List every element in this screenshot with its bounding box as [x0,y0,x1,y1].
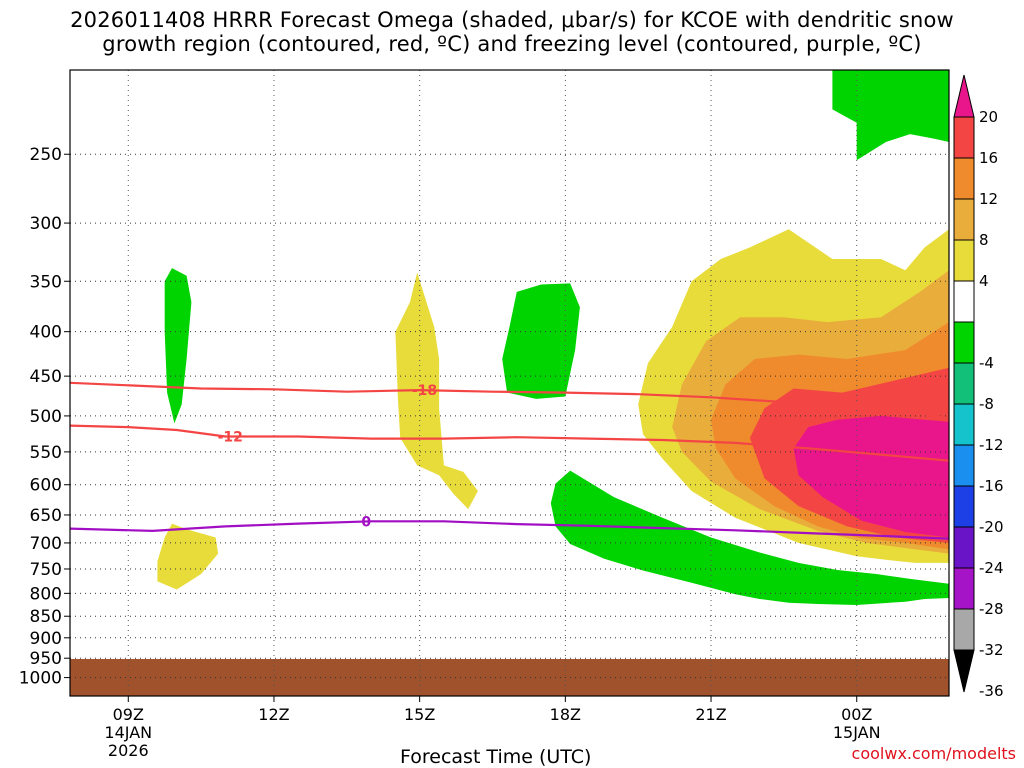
x-tick-label-09Z: 09Z [113,705,144,724]
colorbar: 20 16 12 8 4 -4 -8 -12 -16 -20 -24 -28 -32 -36 [953,74,1004,700]
y-tick-label-750: 750 [30,560,62,580]
colorbar-segment--16--12 [953,403,975,446]
terrain-below-ground [70,659,949,696]
chart-title-line-2: growth region (contoured, red, ºC) and f… [102,32,922,56]
colorbar-label--8: -8 [979,395,994,413]
contour-dendritic-minus12 [70,424,949,462]
y-tick-label-400: 400 [30,323,62,343]
colorbar-segment-16-20 [953,116,975,159]
x-tick-label-15Z: 15Z [404,705,435,724]
x-tick-sublabel-14JAN: 14JAN [104,723,152,742]
y-tick-label-300: 300 [30,214,62,234]
x-axis-label: Forecast Time (UTC) [400,746,592,768]
contour-lines: -18 -12 0 [70,381,949,540]
colorbar-label-20: 20 [979,108,998,126]
colorbar-segment--32--28 [953,567,975,610]
colorbar-segment--4-4 [953,280,975,323]
colorbar-label--32: -32 [979,641,1004,659]
colorbar-segment-4-8 [953,239,975,282]
colorbar-segment--24--20 [953,485,975,528]
omega-region-ascent-core-20 [793,415,949,538]
omega-region-descent-0935Z-column [164,268,192,424]
colorbar-segment--8--4 [953,321,975,364]
colorbar-label-12: 12 [979,190,998,208]
colorbar-segment--12--8 [953,362,975,405]
colorbar-segment-8-12 [953,198,975,241]
omega-region-descent-1730Z-blob [502,283,580,399]
x-tick-sublabel-2026: 2026 [108,741,149,760]
y-tick-label-850: 850 [30,607,62,627]
colorbar-segment--28--24 [953,526,975,569]
x-tick-label-21Z: 21Z [695,705,726,724]
x-tick-sublabel-15JAN: 15JAN [833,723,881,742]
colorbar-label--4: -4 [979,354,994,372]
colorbar-triangle-bottom [953,649,975,693]
chart-title-line-1: 2026011408 HRRR Forecast Omega (shaded, … [70,8,954,32]
colorbar-label-4: 4 [979,272,989,290]
y-tick-label-250: 250 [30,145,62,165]
colorbar-label--24: -24 [979,559,1004,577]
y-tick-label-800: 800 [30,584,62,604]
credit-link[interactable]: coolwx.com/modelts [851,744,1016,763]
colorbar-label--12: -12 [979,436,1004,454]
plot-area [70,70,949,696]
omega-region-descent-top-right [832,70,949,161]
colorbar-segment-12-16 [953,157,975,200]
y-tick-label-700: 700 [30,534,62,554]
contour-label-freezing-level-0: 0 [361,514,371,530]
y-tick-label-350: 350 [30,272,62,292]
y-tick-label-450: 450 [30,367,62,387]
contour-label-dendritic-minus12: -12 [218,429,243,445]
y-tick-label-950: 950 [30,649,62,669]
contour-label-dendritic-minus18: -18 [412,383,437,399]
y-tick-label-600: 600 [30,476,62,496]
y-tick-label-650: 650 [30,506,62,526]
colorbar-segment--36--32 [953,608,975,651]
x-tick-label-00Z: 00Z [841,705,872,724]
y-tick-label-550: 550 [30,443,62,463]
colorbar-label-16: 16 [979,149,998,167]
colorbar-segment--20--16 [953,444,975,487]
contour-freezing-level-0 [70,520,949,540]
y-tick-label-1000: 1000 [19,669,62,689]
omega-region-ascent-1000Z-blob [157,523,219,590]
colorbar-triangle-top [953,74,975,118]
y-tick-label-500: 500 [30,407,62,427]
colorbar-label-8: 8 [979,231,989,249]
y-axis: 2503003504004505005506006507007508008509… [19,145,70,689]
omega-region-descent-lower-band [550,470,949,605]
colorbar-label--36: -36 [979,682,1004,700]
contour-dendritic-minus18 [70,381,949,420]
x-tick-label-12Z: 12Z [258,705,289,724]
colorbar-label--28: -28 [979,600,1004,618]
y-tick-label-900: 900 [30,629,62,649]
plot-frame [69,69,950,697]
colorbar-label--20: -20 [979,518,1004,536]
x-tick-label-18Z: 18Z [550,705,581,724]
colorbar-label--16: -16 [979,477,1004,495]
